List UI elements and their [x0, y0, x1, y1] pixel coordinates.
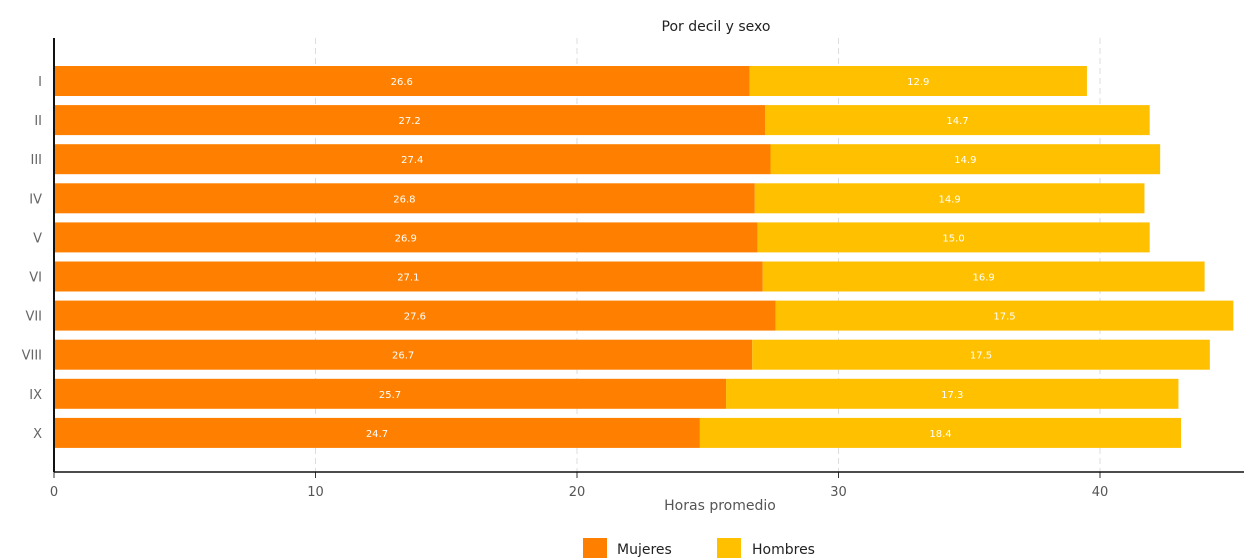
- category-label-VIII: VIII: [22, 349, 42, 364]
- data-label-mujeres-VII: 27.6: [404, 312, 426, 323]
- bar-mujeres-I: [54, 66, 750, 96]
- data-label-hombres-IX: 17.3: [941, 390, 963, 401]
- bar-mujeres-X: [54, 417, 700, 448]
- bar-mujeres-IV: [54, 183, 755, 214]
- chart-title: Por decil y sexo: [662, 19, 771, 35]
- category-label-V: V: [33, 231, 42, 246]
- data-label-mujeres-II: 27.2: [399, 116, 421, 127]
- data-labels: 26.6 12.9 27.2 14.7 27.4 14.9 26.8 14.9 26.9 15.0…: [366, 77, 1016, 440]
- data-label-hombres-VIII: 17.5: [970, 351, 992, 362]
- category-label-I: I: [38, 75, 42, 90]
- bar-hombres-IX: [726, 378, 1179, 409]
- bar-hombres-VI: [762, 261, 1205, 292]
- category-label-X: X: [33, 427, 42, 442]
- x-tick-label-10: 10: [307, 485, 324, 500]
- legend-label-hombres: Hombres: [752, 542, 815, 558]
- bar-mujeres-II: [54, 105, 766, 136]
- data-label-mujeres-V: 26.9: [395, 233, 417, 244]
- x-tick-label-30: 30: [830, 485, 847, 500]
- data-label-hombres-X: 18.4: [929, 429, 951, 440]
- bar-hombres-II: [765, 105, 1150, 136]
- bar-mujeres-VIII: [54, 339, 753, 370]
- data-label-hombres-III: 14.9: [954, 155, 976, 166]
- data-label-hombres-VII: 17.5: [993, 312, 1015, 323]
- bar-hombres-I: [749, 66, 1087, 96]
- x-tick-label-0: 0: [50, 485, 58, 500]
- data-label-mujeres-I: 26.6: [391, 77, 413, 88]
- x-axis-label: Horas promedio: [664, 498, 776, 514]
- bar-mujeres-VII: [54, 300, 776, 331]
- data-label-hombres-V: 15.0: [942, 233, 964, 244]
- data-label-mujeres-VIII: 26.7: [392, 351, 414, 362]
- bar-mujeres-VI: [54, 261, 763, 292]
- legend-swatch-hombres: [717, 538, 741, 558]
- data-label-mujeres-IX: 25.7: [379, 390, 401, 401]
- bar-mujeres-IX: [54, 378, 727, 409]
- bar-hombres-X: [699, 417, 1182, 448]
- data-label-mujeres-III: 27.4: [401, 155, 423, 166]
- bar-hombres-IV: [754, 183, 1145, 214]
- category-label-VI: VI: [29, 271, 42, 286]
- data-label-mujeres-X: 24.7: [366, 429, 388, 440]
- data-label-hombres-II: 14.7: [946, 116, 968, 127]
- bar-hombres-VIII: [752, 339, 1210, 370]
- x-tick-label-20: 20: [569, 485, 586, 500]
- bars: [54, 66, 1234, 448]
- bar-mujeres-V: [54, 222, 758, 253]
- category-label-VII: VII: [25, 310, 42, 325]
- x-tick-label-40: 40: [1092, 485, 1109, 500]
- data-label-mujeres-IV: 26.8: [393, 194, 415, 205]
- data-label-hombres-IV: 14.9: [939, 194, 961, 205]
- legend-label-mujeres: Mujeres: [617, 542, 672, 558]
- bar-hombres-V: [757, 222, 1150, 253]
- category-label-II: II: [34, 114, 42, 129]
- category-label-III: III: [30, 153, 42, 168]
- category-label-IX: IX: [29, 388, 42, 403]
- bar-hombres-III: [770, 144, 1161, 175]
- category-label-IV: IV: [29, 192, 42, 207]
- data-label-hombres-VI: 16.9: [972, 273, 994, 284]
- legend: Mujeres Hombres: [583, 538, 815, 558]
- data-label-hombres-I: 12.9: [907, 77, 929, 88]
- bar-hombres-VII: [775, 300, 1234, 331]
- legend-swatch-mujeres: [583, 538, 607, 558]
- data-label-mujeres-VI: 27.1: [397, 273, 419, 284]
- bar-mujeres-III: [54, 144, 771, 175]
